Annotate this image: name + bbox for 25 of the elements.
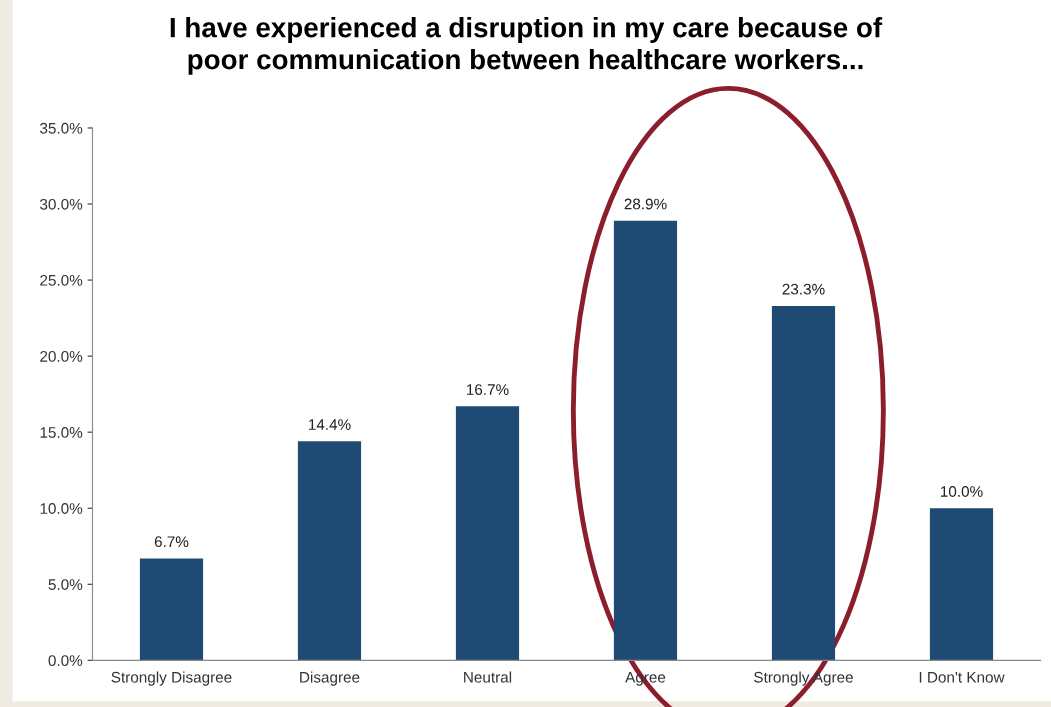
y-tick-label: 10.0%	[40, 503, 83, 514]
bar	[139, 558, 204, 661]
y-tick-label: 20.0%	[40, 350, 83, 362]
chart-title: I have experienced a disruption in my care because of poor communication between healthcare workers...	[170, 17, 883, 75]
data-label: 14.4%	[308, 419, 351, 430]
data-label: 6.7%	[154, 536, 189, 548]
y-tick-label: 30.0%	[40, 198, 83, 210]
y-tick-label: 25.0%	[40, 274, 83, 286]
x-tick-label: Disagree	[300, 671, 360, 686]
bar	[929, 508, 994, 661]
bar	[297, 441, 362, 661]
y-tick-label: 0.0%	[48, 655, 83, 667]
y-tick-label: 5.0%	[48, 579, 83, 590]
x-tick-label: Neutral	[464, 671, 512, 683]
y-tick-label: 15.0%	[40, 427, 83, 438]
bar	[455, 406, 520, 661]
bar	[771, 305, 836, 661]
data-label: 28.9%	[624, 198, 667, 210]
x-tick-label: I Don't Know	[919, 672, 1005, 683]
data-label: 23.3%	[782, 283, 825, 295]
x-tick-label: Strongly Disagree	[111, 671, 232, 686]
y-tick-label: 35.0%	[40, 122, 83, 134]
data-label: 10.0%	[941, 486, 983, 497]
bar	[613, 220, 678, 661]
data-label: 16.7%	[467, 384, 509, 395]
